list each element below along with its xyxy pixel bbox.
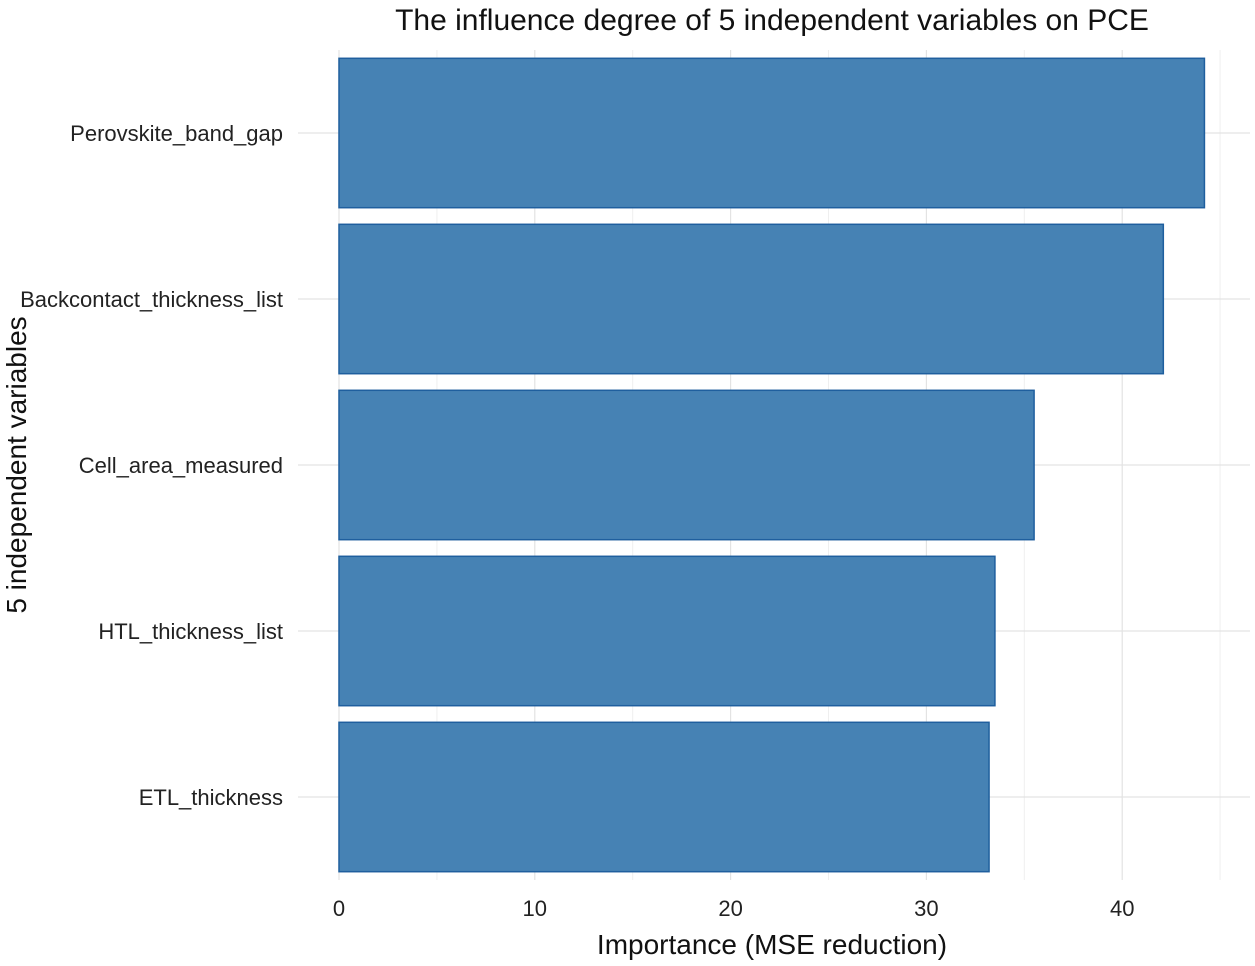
x-tick-label: 40	[1110, 896, 1134, 921]
bar-Perovskite_band_gap	[338, 57, 1206, 209]
x-axis-title: Importance (MSE reduction)	[597, 929, 947, 960]
y-tick-labels: Perovskite_band_gap Backcontact_thickness…	[20, 121, 283, 810]
y-tick-label: ETL_thickness	[139, 785, 283, 810]
y-tick-label: Backcontact_thickness_list	[20, 287, 283, 312]
x-tick-labels: 0 10 20 30 40	[333, 896, 1135, 921]
y-tick-label: HTL_thickness_list	[98, 619, 283, 644]
x-tick-label: 30	[914, 896, 938, 921]
x-tick-label: 0	[333, 896, 345, 921]
y-axis-title: 5 independent variables	[1, 316, 32, 613]
bars	[338, 57, 1206, 873]
bar-Cell_area_measured	[338, 389, 1035, 541]
bar-HTL_thickness_list	[338, 555, 996, 707]
bar-Backcontact_thickness_list	[338, 223, 1165, 375]
x-tick-label: 20	[718, 896, 742, 921]
x-tick-label: 10	[523, 896, 547, 921]
chart-title: The influence degree of 5 independent va…	[395, 4, 1149, 37]
y-tick-label: Perovskite_band_gap	[70, 121, 283, 146]
bar-ETL_thickness	[338, 721, 990, 873]
y-tick-label: Cell_area_measured	[79, 453, 283, 478]
